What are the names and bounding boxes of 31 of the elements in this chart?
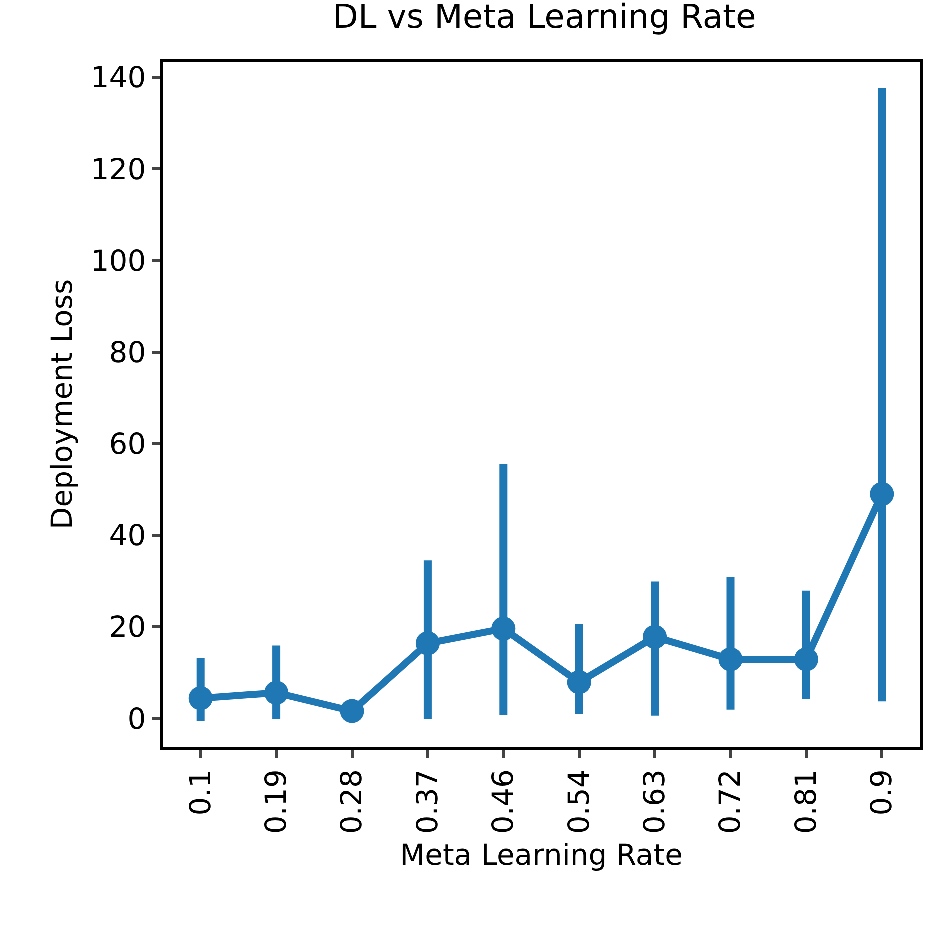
point [340, 699, 364, 724]
point [264, 680, 289, 705]
y-tick-label: 80 [109, 335, 146, 370]
y-tick-label: 0 [128, 702, 146, 736]
y-tick-label: 40 [109, 518, 146, 553]
y-tick-label: 120 [90, 152, 146, 186]
x-tick-label: 0.28 [334, 770, 369, 834]
x-tick-label: 0.63 [637, 770, 672, 834]
chart-title: DL vs Meta Learning Rate [332, 0, 756, 36]
point [718, 648, 743, 672]
x-tick-label: 0.37 [410, 770, 444, 834]
y-tick-label: 20 [109, 610, 146, 644]
y-tick-label: 100 [90, 244, 146, 278]
x-tick-label: 0.54 [562, 770, 596, 834]
point [416, 632, 440, 656]
x-tick-label: 0.46 [486, 770, 520, 834]
y-tick-label: 140 [90, 60, 146, 95]
x-tick-label: 0.19 [258, 770, 293, 834]
point [794, 648, 818, 672]
y-axis-title: Deployment Loss [45, 279, 80, 530]
y-tick-label: 60 [109, 427, 146, 462]
x-tick-label: 0.9 [864, 770, 899, 816]
point [567, 670, 592, 694]
point [870, 482, 894, 506]
point [492, 616, 516, 641]
point [643, 625, 668, 650]
x-tick-label: 0.81 [788, 770, 823, 834]
x-axis-title: Meta Learning Rate [400, 838, 683, 872]
x-tick-label: 0.72 [713, 770, 748, 834]
point [188, 686, 213, 710]
x-tick-label: 0.1 [183, 770, 218, 816]
